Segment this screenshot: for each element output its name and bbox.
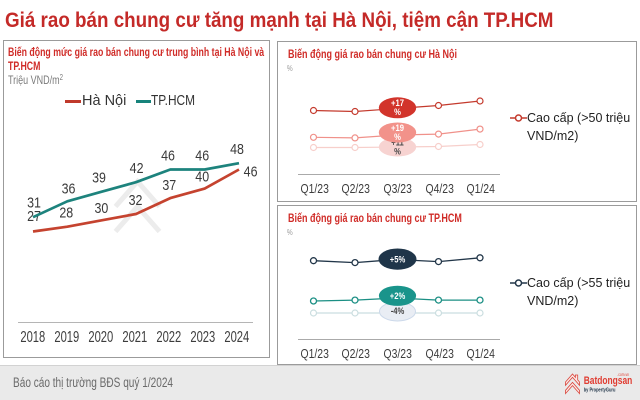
svg-text:+2%: +2% [390, 290, 406, 301]
svg-text:30: 30 [94, 200, 108, 216]
svg-text:+5%: +5% [390, 254, 406, 265]
svg-text:48: 48 [230, 141, 244, 157]
svg-text:+17: +17 [391, 97, 404, 108]
svg-text:31: 31 [27, 195, 41, 211]
svg-text:+19: +19 [391, 122, 404, 133]
svg-text:39: 39 [92, 170, 106, 186]
svg-text:-4%: -4% [391, 305, 405, 316]
svg-text:%: % [394, 131, 401, 142]
svg-text:32: 32 [129, 192, 143, 208]
svg-text:46: 46 [244, 164, 258, 180]
svg-text:.com.vn: .com.vn [617, 372, 629, 376]
svg-text:Batdongsan: Batdongsan [584, 375, 633, 387]
svg-text:by PropertyGuru: by PropertyGuru [584, 387, 616, 393]
svg-text:%: % [394, 146, 401, 157]
svg-text:46: 46 [195, 148, 209, 164]
svg-text:46: 46 [161, 148, 175, 164]
svg-text:42: 42 [130, 160, 144, 176]
svg-text:36: 36 [62, 181, 76, 197]
svg-text:28: 28 [59, 205, 73, 221]
svg-text:%: % [394, 106, 401, 117]
svg-text:37: 37 [162, 177, 176, 193]
svg-text:40: 40 [195, 169, 209, 185]
